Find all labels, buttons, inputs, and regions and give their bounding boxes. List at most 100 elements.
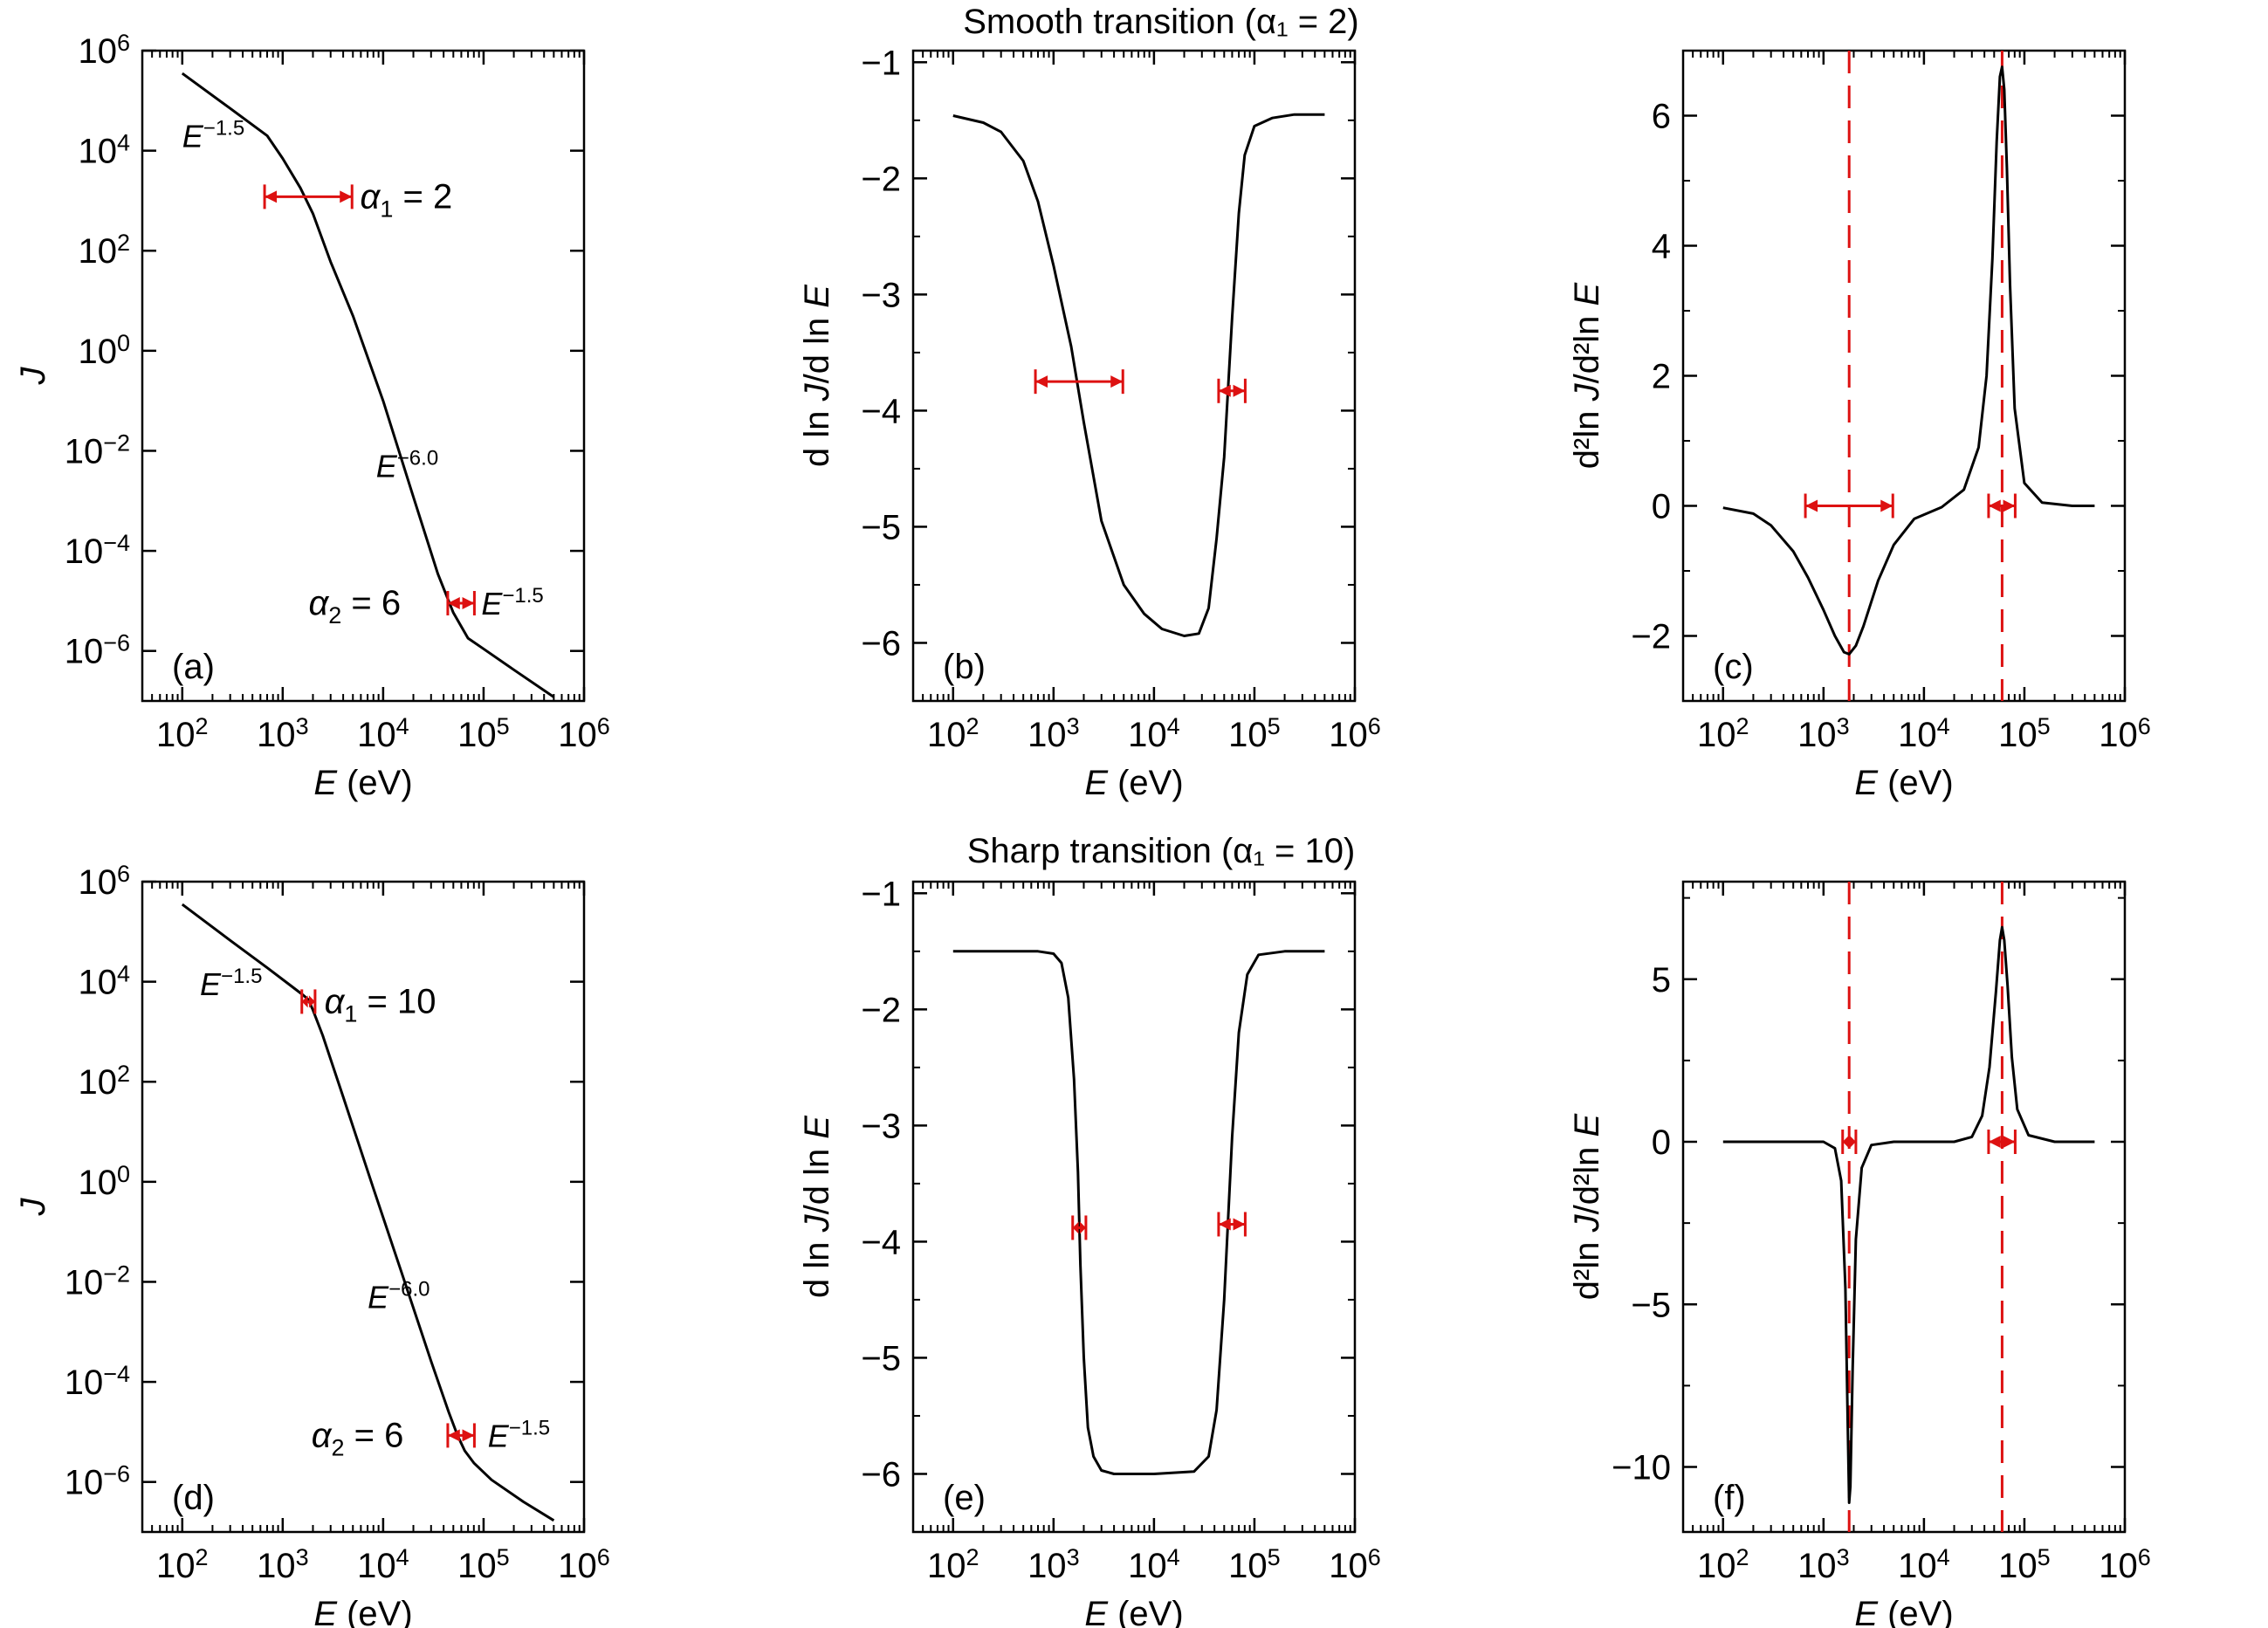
panel-label: (d) xyxy=(172,1479,215,1517)
x-tick-label-exp: 2 xyxy=(966,1544,979,1570)
y-axis-label-var: J xyxy=(798,1213,836,1233)
y-tick-label: 0 xyxy=(1652,488,1671,526)
annotation: E−1.5 xyxy=(200,965,262,1002)
x-tick-label-base: 10 xyxy=(1797,1547,1837,1585)
x-tick-label-base: 10 xyxy=(457,1547,497,1585)
x-tick-label-base: 10 xyxy=(1228,1547,1268,1585)
bracket-arrowhead xyxy=(1233,1218,1246,1231)
bracket-arrowhead xyxy=(1988,1136,2001,1148)
series-line xyxy=(1722,65,2095,656)
y-axis-label-part: /d²ln xyxy=(1568,1137,1606,1214)
x-tick-label-base: 10 xyxy=(457,716,497,754)
x-tick-label-base: 10 xyxy=(156,1547,196,1585)
x-tick-label-exp: 4 xyxy=(1937,1544,1950,1570)
y-axis-label-var: E xyxy=(798,284,836,308)
y-tick-label: −10 xyxy=(1612,1449,1671,1487)
x-tick-label: 102 xyxy=(927,713,979,754)
x-tick-label-exp: 6 xyxy=(2138,1544,2151,1570)
series-line xyxy=(181,72,555,698)
transition-width-bracket xyxy=(1217,378,1247,403)
plot-frame xyxy=(1681,880,2127,1534)
transition-width-bracket xyxy=(1987,1130,2017,1154)
y-tick-label: −3 xyxy=(861,1107,901,1145)
x-tick-label: 103 xyxy=(1027,1544,1080,1585)
panel-label: (a) xyxy=(172,648,215,686)
plot-frame xyxy=(141,49,586,703)
annotation-subscript: 1 xyxy=(380,196,393,222)
x-tick-label-base: 10 xyxy=(1128,1547,1167,1585)
y-tick-label: −2 xyxy=(1631,618,1671,656)
annotation: α1 = 2 xyxy=(361,177,453,222)
y-tick-label-base: 10 xyxy=(65,1263,104,1302)
x-axis-label: E (eV) xyxy=(313,764,412,802)
x-axis-label: E (eV) xyxy=(1084,1595,1183,1628)
x-tick-label-exp: 5 xyxy=(1268,1544,1281,1570)
y-tick-label-base: 10 xyxy=(78,964,117,1002)
panel-label: (f) xyxy=(1713,1479,1746,1517)
x-tick-label-exp: 6 xyxy=(2138,713,2151,739)
x-tick-label-exp: 2 xyxy=(1736,713,1749,739)
y-tick-label-base: 10 xyxy=(78,863,117,902)
x-tick-label: 106 xyxy=(2099,1544,2151,1585)
x-tick-label-exp: 4 xyxy=(1167,713,1180,739)
x-tick-label: 106 xyxy=(2099,713,2151,754)
transition-width-bracket xyxy=(1217,1212,1247,1237)
annotation: E−1.5 xyxy=(481,584,543,622)
series-line xyxy=(1722,925,2095,1504)
x-tick-label: 104 xyxy=(1128,713,1180,754)
bracket-arrowhead xyxy=(462,597,475,610)
x-tick-label: 103 xyxy=(1027,713,1080,754)
y-tick-label-base: 10 xyxy=(65,432,104,471)
x-tick-label-base: 10 xyxy=(1998,1547,2038,1585)
panel-b: 102 103 104 105 106−6−5−4−3−2−1E (eV)d ln J/… xyxy=(798,44,1381,802)
x-tick-label-base: 10 xyxy=(1329,1547,1368,1585)
annotation-symbol: E xyxy=(376,449,398,484)
y-tick-label: 100 xyxy=(78,330,130,371)
bracket-arrowhead xyxy=(2003,1136,2016,1148)
x-tick-label: 103 xyxy=(257,1544,309,1585)
x-tick-label-base: 10 xyxy=(558,1547,597,1585)
x-tick-label: 104 xyxy=(357,1544,409,1585)
x-tick-label: 102 xyxy=(927,1544,979,1585)
bracket-arrowhead xyxy=(447,597,460,610)
bracket-arrowhead xyxy=(447,1429,460,1442)
y-tick-label: 10−6 xyxy=(65,1461,130,1502)
x-tick-label-base: 10 xyxy=(357,1547,396,1585)
annotation-symbol: α xyxy=(312,1416,333,1454)
y-tick-label-exp: −6 xyxy=(103,1461,130,1487)
x-tick-label: 106 xyxy=(1329,713,1381,754)
transition-width-bracket xyxy=(1987,493,2017,519)
y-axis-label-var: J xyxy=(14,1198,52,1217)
y-tick-label-base: 10 xyxy=(78,1164,117,1202)
x-tick-label-exp: 4 xyxy=(1937,713,1950,739)
transition-width-bracket xyxy=(1071,1215,1088,1240)
x-tick-label: 102 xyxy=(1697,713,1749,754)
annotation-subscript: 1 xyxy=(344,1000,357,1027)
y-tick-label-base: 10 xyxy=(65,633,104,671)
y-axis-label-var: J xyxy=(1568,1213,1606,1233)
x-axis-label-var: E xyxy=(1084,764,1109,802)
y-tick-label-base: 10 xyxy=(65,532,104,571)
plot-frame xyxy=(911,49,1357,703)
y-tick-label-exp: −6 xyxy=(103,630,130,656)
x-tick-label-exp: 3 xyxy=(1067,1544,1080,1570)
x-tick-label: 106 xyxy=(558,713,610,754)
annotation-symbol: E xyxy=(368,1280,389,1315)
y-tick-label: 10−4 xyxy=(65,1361,130,1402)
bracket-arrowhead xyxy=(265,190,278,203)
y-tick-label: 102 xyxy=(78,230,130,271)
bracket-arrowhead xyxy=(1218,384,1231,397)
transition-width-bracket xyxy=(263,184,354,210)
x-tick-label-base: 10 xyxy=(1898,1547,1937,1585)
y-tick-label-exp: 4 xyxy=(117,961,130,987)
annotation-symbol: E xyxy=(200,966,222,1002)
annotation-exponent: −1.5 xyxy=(509,1416,550,1439)
y-tick-label: 10−2 xyxy=(65,429,130,471)
transition-width-bracket xyxy=(1841,1130,1858,1154)
y-tick-label: 6 xyxy=(1652,98,1671,136)
x-tick-label-exp: 5 xyxy=(2038,1544,2051,1570)
annotation-exponent: −1.5 xyxy=(502,584,543,608)
bracket-arrowhead xyxy=(309,995,315,1008)
